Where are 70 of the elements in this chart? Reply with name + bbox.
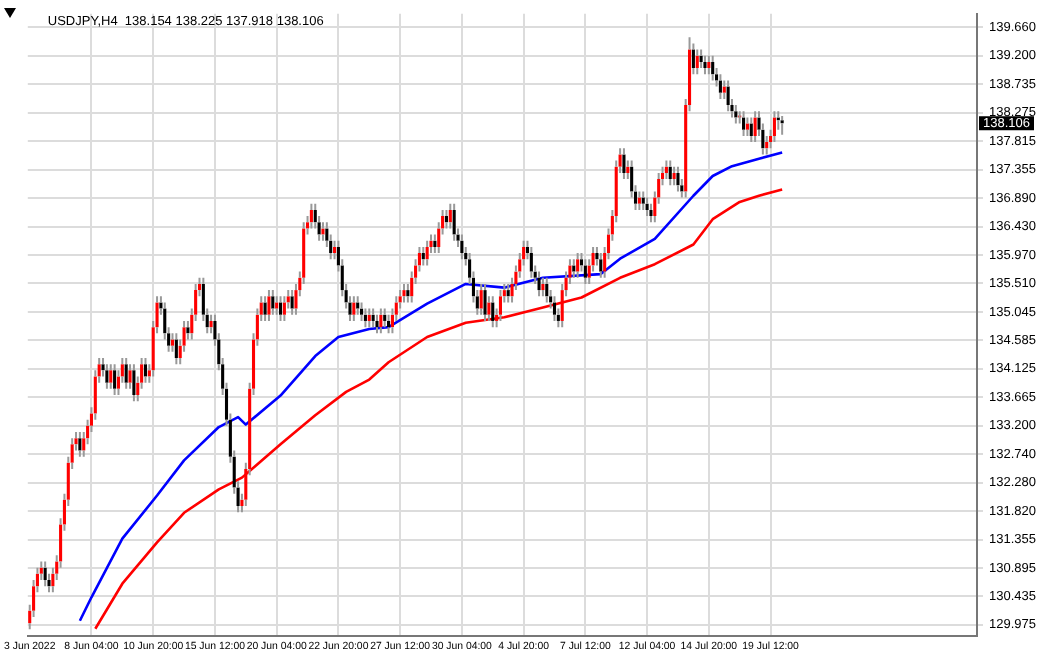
candlestick [749, 116, 753, 144]
candlestick [668, 159, 672, 187]
candlestick [174, 332, 178, 366]
candlestick [676, 165, 680, 193]
candlestick [699, 48, 703, 70]
candlestick [745, 116, 749, 137]
candlestick [375, 313, 379, 335]
candlestick [143, 356, 148, 384]
candlestick [718, 73, 722, 100]
candlestick [109, 363, 113, 390]
candlestick [421, 245, 425, 267]
candlestick [506, 282, 510, 304]
candlestick [726, 79, 730, 113]
candlestick [290, 289, 294, 316]
candlestick [695, 48, 699, 76]
candlestick [703, 54, 707, 76]
candlestick [309, 202, 313, 230]
candlestick [599, 252, 603, 279]
candlestick [541, 276, 545, 298]
candlestick [105, 363, 109, 390]
candlestick [271, 289, 275, 316]
candlestick [282, 295, 286, 322]
candlestick [537, 270, 541, 298]
candlestick [360, 301, 364, 322]
candlestick [78, 430, 82, 458]
candlestick [321, 221, 325, 242]
candlestick [371, 307, 375, 329]
candlestick [263, 295, 267, 322]
candlestick [498, 289, 503, 322]
candlestick [444, 208, 448, 230]
candlestick [641, 190, 645, 211]
candlestick [479, 282, 483, 316]
candlestick [452, 202, 456, 242]
candlestick [275, 295, 279, 316]
candlestick [576, 252, 580, 279]
candlestick [780, 114, 784, 136]
candlestick [367, 307, 371, 329]
candlestick [529, 245, 533, 279]
candlestick [483, 282, 487, 322]
candlestick [637, 190, 641, 211]
candlestick [383, 307, 387, 329]
candlestick [707, 54, 711, 76]
candlestick [363, 307, 367, 329]
candlestick [753, 110, 757, 144]
candlestick [583, 258, 587, 285]
candlestick [772, 110, 776, 144]
candlestick [352, 295, 356, 322]
candlestick [124, 356, 128, 390]
candlestick [402, 282, 406, 304]
candlestick [672, 165, 676, 187]
candlestick [43, 560, 47, 588]
candlestick [491, 295, 495, 329]
candlestick [545, 276, 549, 304]
candlestick [711, 54, 715, 82]
candlestick [267, 289, 271, 322]
candlestick [552, 295, 557, 322]
candlestick [113, 363, 117, 396]
candlestick [379, 307, 383, 335]
candlestick [734, 104, 738, 125]
candlestick [132, 363, 136, 403]
candlestick [387, 313, 391, 335]
candlestick [356, 295, 360, 316]
candlestick [622, 147, 626, 181]
candlestick [572, 258, 576, 279]
candlestick [664, 159, 668, 181]
candlestick [742, 110, 746, 137]
candlestick [645, 196, 649, 218]
candlestick [425, 239, 429, 267]
candlestick [460, 233, 464, 261]
candlestick [278, 295, 283, 322]
